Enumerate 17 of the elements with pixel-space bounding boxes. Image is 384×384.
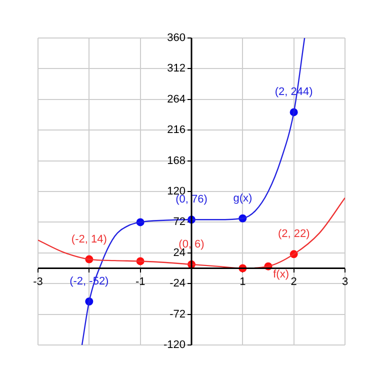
y-tick-label: 264 [167, 93, 186, 106]
annotation: f(x) [273, 268, 289, 280]
y-tick-label: 216 [167, 124, 186, 136]
x-tick-label: 2 [290, 276, 297, 288]
y-tick-label: -24 [170, 278, 186, 290]
y-tick-label: -120 [163, 339, 186, 352]
annotation: (-2, 14) [71, 233, 107, 246]
y-tick-label: 312 [167, 62, 186, 75]
y-tick-label: 168 [167, 154, 186, 167]
x-tick-label: 3 [342, 276, 348, 288]
x-tick-label: 1 [240, 276, 246, 288]
x-tick-label: -1 [135, 276, 146, 288]
annotation: g(x) [233, 192, 252, 204]
y-tick-label: -72 [170, 308, 186, 320]
annotation: (2, 22) [278, 228, 310, 240]
y-tick-label: 360 [167, 32, 186, 44]
x-tick-label: -3 [33, 276, 43, 288]
